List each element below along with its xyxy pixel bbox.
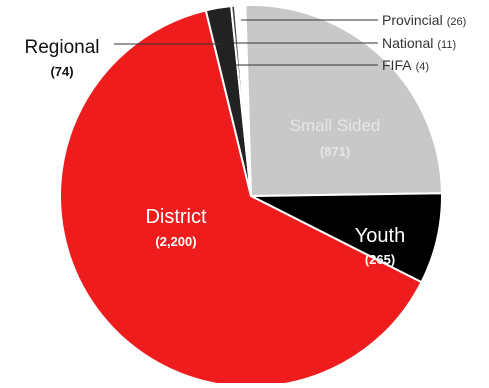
slice-value-district: (2,200) — [155, 234, 196, 249]
slice-value-regional: (74) — [50, 64, 73, 79]
slice-value-small-sided: (871) — [320, 144, 350, 159]
slice-value-youth: (265) — [365, 252, 395, 267]
slice-label-regional: Regional — [25, 37, 100, 58]
pie-slice-fifa — [233, 4, 252, 197]
slice-label-youth: Youth — [355, 225, 405, 247]
slice-label-provincial: Provincial (26) — [382, 12, 466, 28]
slice-label-district: District — [145, 206, 207, 228]
slice-label-small-sided: Small Sided — [290, 116, 381, 135]
pie-slice-youth — [250, 192, 443, 284]
slice-label-fifa: FIFA (4) — [382, 57, 429, 73]
pie-slice-small-sided — [244, 4, 443, 198]
slice-label-national: National (11) — [382, 35, 456, 51]
pie-slice-district — [59, 9, 423, 388]
